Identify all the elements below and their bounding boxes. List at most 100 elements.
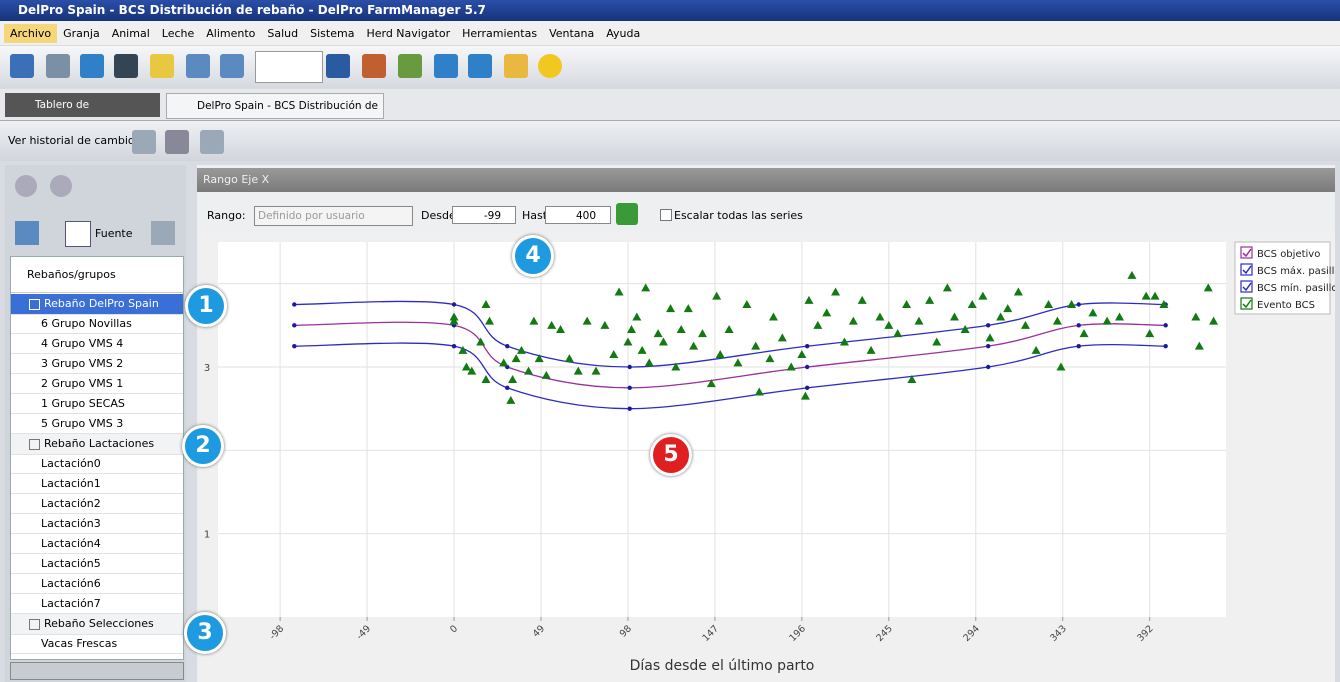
menu-item[interactable]: Archivo <box>4 23 58 43</box>
scatter-point <box>529 316 539 325</box>
tree-item[interactable]: 4 Grupo VMS 4 <box>11 334 183 354</box>
menu-item[interactable]: Herramientas <box>462 26 538 40</box>
menu-item[interactable]: Ayuda <box>606 26 641 40</box>
scatter-point <box>1020 320 1030 329</box>
down-button[interactable] <box>50 175 72 197</box>
refresh-button[interactable] <box>616 203 638 225</box>
icon[interactable] <box>538 54 562 78</box>
scatter-point <box>641 283 651 292</box>
tree-item[interactable]: 1 Grupo SECAS <box>11 394 183 414</box>
legend-checkbox[interactable] <box>1240 297 1253 310</box>
line-point <box>804 364 810 370</box>
y-tick-label: 3 <box>204 363 210 374</box>
line-point <box>627 364 632 370</box>
icon[interactable] <box>10 54 34 78</box>
tab[interactable]: Tablero de Monitorización <box>5 93 160 135</box>
scatter-point <box>511 354 521 363</box>
tree-item[interactable]: Lactación6 <box>11 574 183 594</box>
icon[interactable] <box>165 130 189 154</box>
up-button[interactable] <box>15 175 37 197</box>
icon[interactable] <box>65 221 91 247</box>
tree-group[interactable]: Rebaño Selecciones <box>11 614 183 635</box>
menu-item[interactable]: Salud <box>267 26 299 40</box>
icon[interactable] <box>80 54 104 78</box>
icon[interactable] <box>504 54 528 78</box>
menu-item[interactable]: Alimento <box>206 26 256 40</box>
scatter-point <box>715 350 725 358</box>
tree-item[interactable]: 3 Grupo VMS 2 <box>11 354 183 374</box>
line-point <box>505 385 510 391</box>
line-point <box>451 343 457 349</box>
tree-item[interactable]: Lactación2 <box>11 494 183 514</box>
line-point <box>505 343 510 349</box>
callout: 2 <box>182 425 224 467</box>
group-label: Rebaño DelPro Spain <box>44 297 159 310</box>
menu-item[interactable]: Animal <box>111 26 150 40</box>
from-input[interactable]: -99 <box>452 206 516 224</box>
scatter-point <box>1209 316 1219 325</box>
legend-checkbox[interactable] <box>1240 263 1253 276</box>
scatter-point <box>1067 300 1077 308</box>
legend-checkbox[interactable] <box>1240 280 1253 293</box>
icon[interactable] <box>326 54 350 78</box>
icon[interactable] <box>398 54 422 78</box>
icon[interactable] <box>186 54 210 78</box>
expander[interactable] <box>29 438 40 450</box>
tree-item[interactable]: Lactación5 <box>11 554 183 574</box>
sub-toolbar: Ver historial de cambios <box>0 121 1340 161</box>
chart: Días desde el último parto 13-98 -49 0 49 98… <box>200 233 1335 682</box>
tree-item[interactable]: 6 Grupo Novillas <box>11 314 183 334</box>
tree-item[interactable]: Lactación7 <box>11 594 183 614</box>
menu-item[interactable]: Sistema <box>310 26 355 40</box>
scatter-point <box>777 333 787 342</box>
scrollbar[interactable] <box>10 662 184 680</box>
icon[interactable] <box>434 54 458 78</box>
tree-item[interactable]: Lactación0 <box>11 454 183 474</box>
from-label: Desde: <box>421 209 460 222</box>
scatter-point <box>848 316 858 325</box>
tab[interactable]: DelPro Spain - BCS Distribución de rebañ… <box>166 93 384 136</box>
tree-group[interactable]: Rebaño Lactaciones <box>11 434 183 455</box>
checkbox[interactable] <box>660 209 672 221</box>
tree-item[interactable]: 5 Grupo VMS 3 <box>11 414 183 434</box>
icon[interactable] <box>151 221 175 245</box>
scatter-point <box>573 366 583 375</box>
spinner[interactable] <box>255 51 323 83</box>
history-button[interactable]: Ver historial de cambios <box>8 134 141 147</box>
scatter-point <box>582 316 592 325</box>
icon[interactable] <box>220 54 244 78</box>
scatter-point <box>461 362 471 371</box>
icon[interactable] <box>15 221 39 245</box>
expander[interactable] <box>29 618 40 630</box>
tree-item[interactable]: Lactación4 <box>11 534 183 554</box>
menu-item[interactable]: Granja <box>63 26 100 40</box>
check-mark <box>1242 248 1252 258</box>
menu-item[interactable]: Ventana <box>549 26 595 40</box>
line-point <box>292 323 297 328</box>
scatter-point <box>644 358 654 367</box>
scatter-point <box>449 312 459 321</box>
line-point <box>627 385 632 391</box>
range-select[interactable]: Definido por usuario <box>254 206 413 226</box>
tree-item[interactable]: Vacas Frescas <box>11 634 183 654</box>
icon[interactable] <box>150 54 174 78</box>
font-button[interactable]: Fuente <box>95 227 133 240</box>
legend-checkbox[interactable] <box>1240 246 1253 259</box>
legend-label: BCS máx. pasillo <box>1257 265 1335 277</box>
icon[interactable] <box>468 54 492 78</box>
tree-group[interactable]: Rebaño DelPro Spain <box>11 294 183 315</box>
icon[interactable] <box>132 130 156 154</box>
tree-item[interactable]: Lactación3 <box>11 514 183 534</box>
scatter-point <box>1127 270 1137 279</box>
menu-item[interactable]: Leche <box>161 26 195 40</box>
scatter-point <box>985 333 995 342</box>
expander[interactable] <box>29 298 40 310</box>
tree-item[interactable]: 2 Grupo VMS 1 <box>11 374 183 394</box>
icon[interactable] <box>200 130 224 154</box>
icon[interactable] <box>114 54 138 78</box>
icon[interactable] <box>46 54 70 78</box>
to-input[interactable]: 400 <box>545 206 611 224</box>
menu-item[interactable]: Herd Navigator <box>366 26 451 40</box>
tree-item[interactable]: Lactación1 <box>11 474 183 494</box>
icon[interactable] <box>362 54 386 78</box>
